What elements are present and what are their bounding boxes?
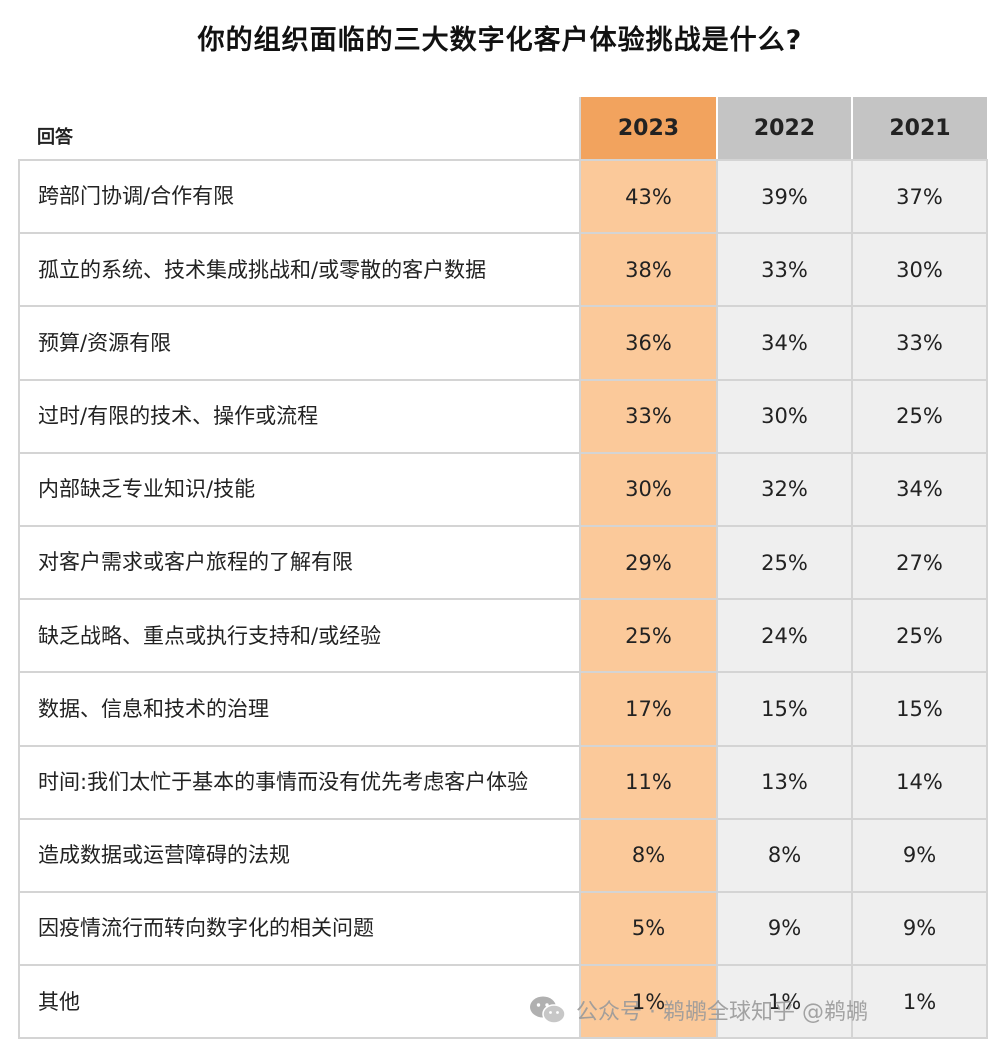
- table-row: 数据、信息和技术的治理 17% 15% 15%: [18, 672, 988, 747]
- value-2023: 25%: [579, 599, 717, 674]
- row-label: 其他: [18, 965, 580, 1040]
- value-2022: 24%: [716, 599, 852, 674]
- value-2023: 29%: [579, 525, 717, 601]
- row-label: 造成数据或运营障碍的法规: [18, 818, 580, 893]
- value-2023: 38%: [579, 233, 717, 308]
- value-2021: 25%: [851, 599, 988, 674]
- table-row: 时间:我们太忙于基本的事情而没有优先考虑客户体验 11% 13% 14%: [18, 745, 988, 820]
- header-answer: 回答: [19, 97, 580, 161]
- value-2021: 1%: [851, 965, 988, 1040]
- row-label: 预算/资源有限: [18, 306, 580, 381]
- header-row: 回答 2023 2022 2021: [19, 97, 987, 161]
- table-row: 缺乏战略、重点或执行支持和/或经验 25% 24% 25%: [18, 599, 988, 674]
- table-row: 孤立的系统、技术集成挑战和/或零散的客户数据 38% 33% 30%: [18, 233, 988, 308]
- header-year-2021: 2021: [851, 97, 987, 161]
- value-2023: 33%: [579, 379, 717, 454]
- value-2022: 32%: [716, 452, 852, 527]
- row-label: 内部缺乏专业知识/技能: [18, 452, 580, 527]
- value-2022: 8%: [716, 818, 852, 893]
- table-row: 其他 1% 1% 1%: [18, 965, 988, 1040]
- value-2023: 8%: [579, 818, 717, 893]
- value-2023: 43%: [579, 160, 717, 235]
- table-row: 预算/资源有限 36% 34% 33%: [18, 306, 988, 381]
- header-year-2023: 2023: [579, 97, 717, 161]
- value-2023: 17%: [579, 672, 717, 747]
- value-2023: 36%: [579, 306, 717, 381]
- row-label: 数据、信息和技术的治理: [18, 672, 580, 747]
- row-label: 缺乏战略、重点或执行支持和/或经验: [18, 599, 580, 674]
- value-2022: 39%: [716, 160, 852, 235]
- watermark-text: 公众号 · 鹈鹕全球知乎 @鹈鹕: [576, 1000, 868, 1025]
- value-2022: 34%: [716, 306, 852, 381]
- table-row: 因疫情流行而转向数字化的相关问题 5% 9% 9%: [18, 891, 988, 967]
- table-row: 造成数据或运营障碍的法规 8% 8% 9%: [18, 818, 988, 893]
- table-row: 跨部门协调/合作有限 43% 39% 37%: [18, 160, 988, 235]
- header-year-2022: 2022: [716, 97, 852, 161]
- value-2021: 33%: [851, 306, 988, 381]
- value-2022: 9%: [716, 891, 852, 967]
- value-2022: 25%: [716, 525, 852, 601]
- value-2021: 34%: [851, 452, 988, 527]
- value-2021: 27%: [851, 525, 988, 601]
- value-2021: 30%: [851, 233, 988, 308]
- row-label: 孤立的系统、技术集成挑战和/或零散的客户数据: [18, 233, 580, 308]
- table-row: 内部缺乏专业知识/技能 30% 32% 34%: [18, 452, 988, 527]
- value-2022: 1%: [716, 965, 852, 1040]
- row-label: 跨部门协调/合作有限: [18, 160, 580, 235]
- table-row: 对客户需求或客户旅程的了解有限 29% 25% 27%: [18, 525, 988, 601]
- value-2021: 37%: [851, 160, 988, 235]
- value-2021: 14%: [851, 745, 988, 820]
- value-2023: 5%: [579, 891, 717, 967]
- row-label: 时间:我们太忙于基本的事情而没有优先考虑客户体验: [18, 745, 580, 820]
- value-2023: 11%: [579, 745, 717, 820]
- row-label: 因疫情流行而转向数字化的相关问题: [18, 891, 580, 967]
- results-table: 回答 2023 2022 2021 跨部门协调/合作有限 43% 39% 37% 孤立的…: [18, 97, 988, 1040]
- chart-title: 你的组织面临的三大数字化客户体验挑战是什么?: [197, 25, 803, 56]
- value-2023: 1%: [579, 965, 717, 1040]
- wechat-logo-icon: [530, 996, 566, 1024]
- value-2023: 30%: [579, 452, 717, 527]
- row-label: 过时/有限的技术、操作或流程: [18, 379, 580, 454]
- value-2022: 15%: [716, 672, 852, 747]
- value-2021: 15%: [851, 672, 988, 747]
- value-2022: 33%: [716, 233, 852, 308]
- value-2022: 30%: [716, 379, 852, 454]
- watermark: 公众号 · 鹈鹕全球知乎 @鹈鹕: [528, 988, 868, 1032]
- value-2021: 9%: [851, 891, 988, 967]
- value-2021: 9%: [851, 818, 988, 893]
- value-2022: 13%: [716, 745, 852, 820]
- table-row: 过时/有限的技术、操作或流程 33% 30% 25%: [18, 379, 988, 454]
- value-2021: 25%: [851, 379, 988, 454]
- row-label: 对客户需求或客户旅程的了解有限: [18, 525, 580, 601]
